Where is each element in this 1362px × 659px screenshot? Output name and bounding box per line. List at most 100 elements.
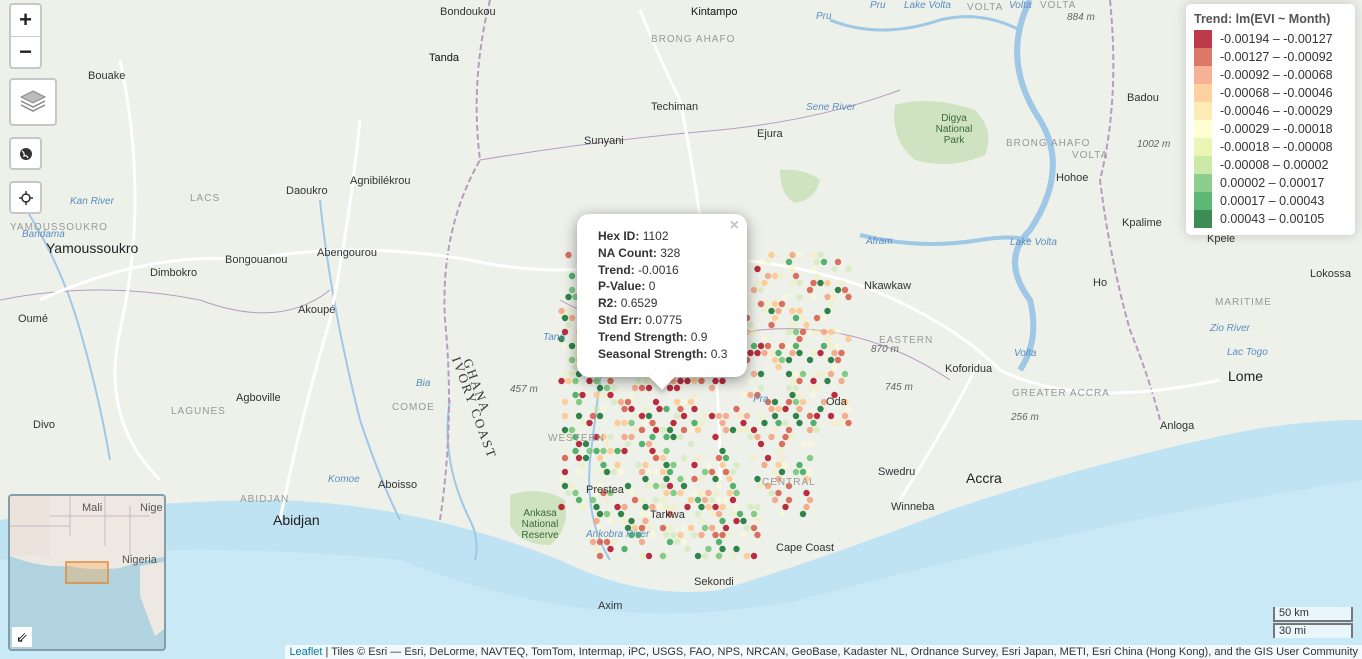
hex-cell[interactable]: [722, 426, 730, 434]
hex-cell[interactable]: [652, 426, 660, 434]
hex-cell[interactable]: [600, 391, 607, 399]
hex-cell[interactable]: [775, 447, 782, 455]
hex-cell[interactable]: [586, 377, 593, 385]
hex-cell[interactable]: [579, 391, 586, 399]
hex-cell[interactable]: [775, 419, 782, 427]
hex-cell[interactable]: [631, 412, 639, 420]
hex-cell[interactable]: [845, 265, 852, 273]
hex-cell[interactable]: [607, 517, 614, 525]
hex-cell[interactable]: [740, 391, 747, 399]
hex-cell[interactable]: [649, 419, 656, 427]
hex-cell[interactable]: [768, 489, 775, 497]
hex-cell[interactable]: [754, 265, 761, 273]
hex-cell[interactable]: [827, 412, 835, 420]
hex-cell[interactable]: [813, 426, 821, 434]
hex-cell[interactable]: [778, 300, 786, 308]
hex-cell[interactable]: [845, 335, 852, 343]
hex-cell[interactable]: [607, 489, 614, 497]
hex-cell[interactable]: [768, 405, 775, 413]
hex-cell[interactable]: [607, 447, 614, 455]
hex-cell[interactable]: [659, 482, 667, 490]
hex-cell[interactable]: [561, 454, 569, 462]
hex-cell[interactable]: [827, 370, 835, 378]
hex-cell[interactable]: [691, 475, 698, 483]
hex-cell[interactable]: [645, 468, 653, 476]
hex-cell[interactable]: [782, 461, 789, 469]
hex-cell[interactable]: [680, 454, 688, 462]
world-view-button[interactable]: [9, 137, 42, 170]
hex-cell[interactable]: [561, 314, 569, 322]
hex-cell[interactable]: [740, 419, 747, 427]
hex-cell[interactable]: [799, 328, 807, 336]
hex-cell[interactable]: [708, 412, 716, 420]
hex-cell[interactable]: [663, 531, 670, 539]
hex-cell[interactable]: [694, 454, 702, 462]
hex-cell[interactable]: [722, 496, 730, 504]
hex-cell[interactable]: [670, 531, 677, 539]
hex-cell[interactable]: [603, 384, 611, 392]
hex-cell[interactable]: [586, 447, 593, 455]
hex-cell[interactable]: [719, 377, 726, 385]
hex-cell[interactable]: [820, 370, 828, 378]
hex-cell[interactable]: [778, 510, 786, 518]
hex-cell[interactable]: [715, 454, 723, 462]
hex-cell[interactable]: [638, 524, 646, 532]
hex-cell[interactable]: [596, 384, 604, 392]
hex-cell[interactable]: [764, 398, 772, 406]
hex-cell[interactable]: [649, 531, 656, 539]
hex-cell[interactable]: [638, 538, 646, 546]
hex-cell[interactable]: [841, 412, 849, 420]
hex-cell[interactable]: [617, 510, 625, 518]
hex-cell[interactable]: [792, 328, 800, 336]
hex-cell[interactable]: [565, 251, 572, 259]
hex-cell[interactable]: [621, 405, 628, 413]
hex-cell[interactable]: [589, 412, 597, 420]
hex-cell[interactable]: [792, 384, 800, 392]
hex-cell[interactable]: [799, 510, 807, 518]
hex-cell[interactable]: [680, 538, 688, 546]
hex-cell[interactable]: [764, 272, 772, 280]
hex-cell[interactable]: [565, 433, 572, 441]
hex-cell[interactable]: [568, 272, 576, 280]
hex-cell[interactable]: [775, 489, 782, 497]
hex-cell[interactable]: [708, 510, 716, 518]
hex-cell[interactable]: [645, 524, 653, 532]
hex-cell[interactable]: [691, 461, 698, 469]
hex-cell[interactable]: [775, 475, 782, 483]
hex-cell[interactable]: [666, 482, 674, 490]
hex-cell[interactable]: [810, 251, 817, 259]
hex-cell[interactable]: [635, 461, 642, 469]
hex-cell[interactable]: [803, 321, 810, 329]
hex-cell[interactable]: [659, 454, 667, 462]
hex-cell[interactable]: [666, 468, 674, 476]
hex-cell[interactable]: [750, 552, 758, 560]
hex-cell[interactable]: [628, 391, 635, 399]
hex-cell[interactable]: [771, 496, 779, 504]
hex-cell[interactable]: [568, 356, 576, 364]
hex-cell[interactable]: [824, 335, 831, 343]
hex-cell[interactable]: [596, 524, 604, 532]
hex-cell[interactable]: [610, 468, 618, 476]
hex-cell[interactable]: [813, 370, 821, 378]
hex-cell[interactable]: [789, 391, 796, 399]
hex-cell[interactable]: [810, 349, 817, 357]
hex-cell[interactable]: [754, 503, 761, 511]
hex-cell[interactable]: [561, 468, 569, 476]
hex-cell[interactable]: [806, 454, 814, 462]
hex-cell[interactable]: [694, 426, 702, 434]
hex-cell[interactable]: [768, 349, 775, 357]
hex-cell[interactable]: [579, 461, 586, 469]
hex-cell[interactable]: [740, 517, 747, 525]
hex-cell[interactable]: [628, 517, 635, 525]
hex-cell[interactable]: [799, 398, 807, 406]
hex-cell[interactable]: [806, 468, 814, 476]
hex-cell[interactable]: [596, 412, 604, 420]
hex-cell[interactable]: [796, 307, 803, 315]
hex-cell[interactable]: [645, 412, 653, 420]
hex-cell[interactable]: [603, 510, 611, 518]
hex-cell[interactable]: [820, 328, 828, 336]
hex-cell[interactable]: [712, 489, 719, 497]
hex-cell[interactable]: [603, 468, 611, 476]
hex-cell[interactable]: [778, 272, 786, 280]
hex-cell[interactable]: [670, 503, 677, 511]
